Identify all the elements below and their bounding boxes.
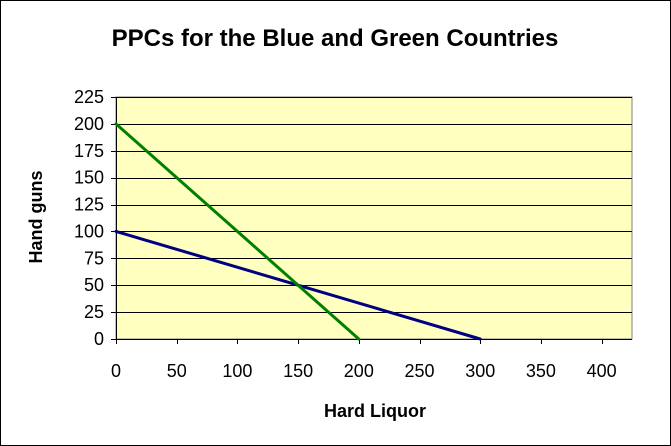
x-tick-label-6: 300 [465,361,495,381]
y-axis-label: Hand guns [26,171,46,264]
y-tick-label-0: 0 [94,329,104,349]
x-tick-label-3: 150 [283,361,313,381]
y-tick-label-6: 150 [74,168,104,188]
x-tick-label-2: 100 [222,361,252,381]
y-tick-label-1: 25 [84,302,104,322]
x-tick-label-8: 400 [587,361,617,381]
plot-area [115,96,633,340]
x-axis-label: Hard Liquor [324,401,426,421]
series-line-1 [114,122,361,341]
y-tick-label-3: 75 [84,248,104,268]
y-tick-label-9: 225 [74,87,104,107]
y-tick-label-4: 100 [74,221,104,241]
y-tick-label-8: 200 [74,114,104,134]
y-tick-label-7: 175 [74,141,104,161]
x-tick-label-7: 350 [526,361,556,381]
chart-title: PPCs for the Blue and Green Countries [112,25,559,52]
y-tick-label-2: 50 [84,275,104,295]
x-tick-label-0: 0 [111,361,121,381]
x-tick-label-1: 50 [167,361,187,381]
y-tick-label-5: 125 [74,195,104,215]
x-tick-label-5: 250 [405,361,435,381]
x-tick-label-4: 200 [344,361,374,381]
